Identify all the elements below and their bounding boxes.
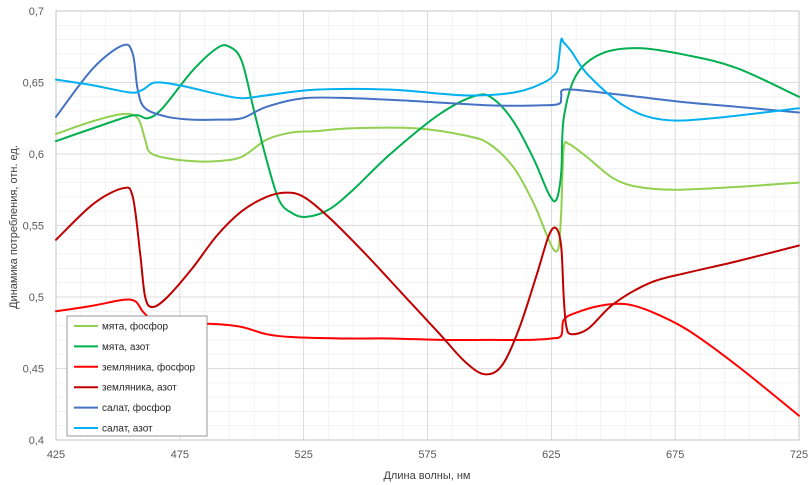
plot-area bbox=[55, 10, 800, 441]
series-line-lettuce-nitrogen bbox=[55, 37, 800, 122]
y-tick-label: 0,5 bbox=[29, 292, 44, 304]
y-tick-label: 0,55 bbox=[23, 221, 44, 233]
series-line-strawberry-phosphorus bbox=[55, 298, 800, 417]
x-tick-label: 475 bbox=[171, 449, 189, 461]
x-tick-label: 625 bbox=[542, 449, 560, 461]
legend-label: салат, фосфор bbox=[102, 402, 171, 414]
x-tick-label: 425 bbox=[47, 449, 65, 461]
legend-items: мята, фосфор мята, азот земляника, фосфор з… bbox=[74, 321, 196, 435]
series-line-mint-nitrogen bbox=[55, 44, 800, 218]
y-tick-label: 0,4 bbox=[29, 435, 44, 447]
y-tick-label: 0,65 bbox=[23, 78, 44, 90]
series-lines bbox=[55, 37, 800, 417]
series-line-strawberry-nitrogen bbox=[55, 186, 800, 376]
x-tick-label: 725 bbox=[790, 449, 808, 461]
series-line-lettuce-phosphorus bbox=[55, 43, 800, 121]
x-axis-ticks: 425 475 525 575 625 675 725 bbox=[47, 449, 808, 461]
series-line-mint-phosphorus bbox=[55, 112, 800, 253]
y-tick-label: 0,6 bbox=[29, 149, 44, 161]
legend-label: мята, фосфор bbox=[102, 321, 168, 333]
y-tick-label: 0,45 bbox=[23, 364, 44, 376]
x-tick-label: 525 bbox=[294, 449, 312, 461]
plot-border bbox=[55, 10, 800, 441]
y-tick-label: 0,7 bbox=[29, 6, 44, 18]
x-tick-label: 575 bbox=[418, 449, 436, 461]
legend: мята, фосфор мята, азот земляника, фосфор з… bbox=[66, 315, 208, 437]
legend-label: земляника, фосфор bbox=[102, 361, 196, 373]
x-axis-title: Длина волны, нм bbox=[383, 470, 470, 482]
legend-label: мята, азот bbox=[102, 342, 150, 353]
y-axis-ticks: 0,4 0,45 0,5 0,55 0,6 0,65 0,7 bbox=[23, 6, 44, 447]
legend-box bbox=[66, 315, 208, 437]
y-axis-title: Динамика потребления, отн. ед. bbox=[8, 145, 20, 309]
x-tick-label: 675 bbox=[666, 449, 684, 461]
legend-label: земляника, азот bbox=[102, 383, 177, 394]
legend-label: салат, азот bbox=[102, 424, 153, 435]
